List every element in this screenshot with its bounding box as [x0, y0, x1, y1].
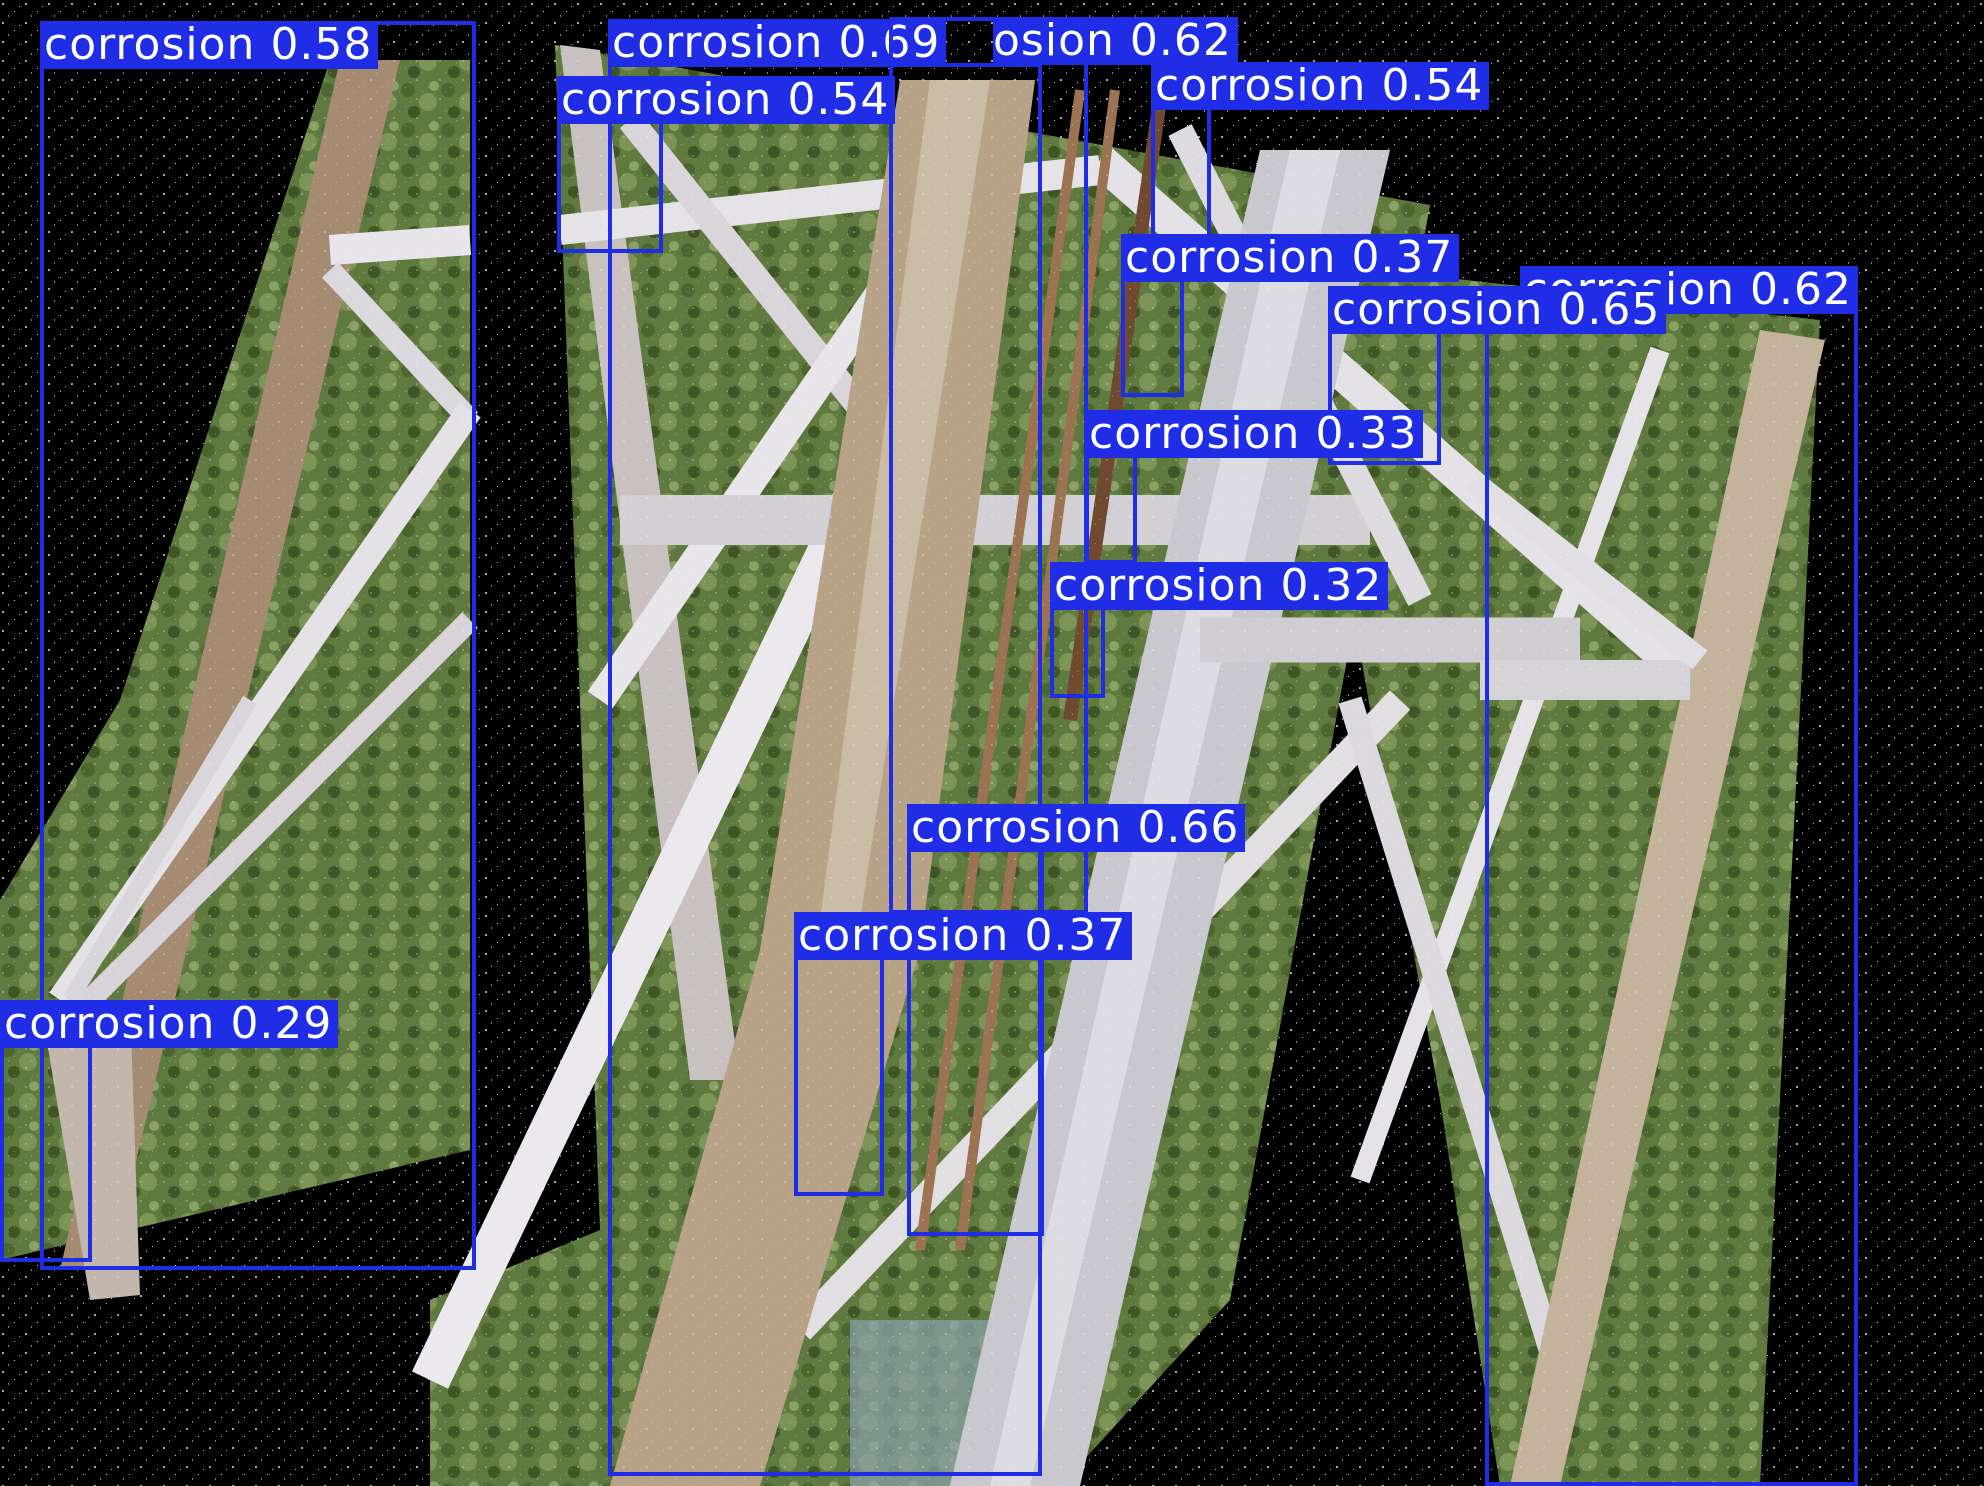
detection-label: corrosion 0.54	[1151, 62, 1490, 110]
detection-box: corrosion 0.58	[40, 21, 476, 1270]
detection-box: corrosion 0.32	[1050, 562, 1389, 698]
detection-box: corrosion 0.37	[794, 912, 1133, 1196]
detection-label: corrosion 0.54	[557, 76, 896, 124]
detection-box: corrosionosion 0.62	[889, 17, 1238, 914]
detection-box: corrosion 0.37	[1121, 234, 1460, 397]
detection-label: corrosionosion 0.62	[993, 17, 1238, 65]
detection-label: corrosion 0.58	[40, 21, 379, 69]
detection-box: corrosion 0.29	[0, 1000, 339, 1262]
detection-box: corrosion 0.54	[557, 76, 896, 253]
detection-label: corrosion 0.29	[0, 1000, 339, 1048]
detection-label: corrosion 0.66	[907, 804, 1246, 852]
detection-box: corrosion 0.62	[1485, 266, 1858, 1486]
detection-label: corrosion 0.33	[1085, 410, 1424, 458]
detection-box: corrosion 0.33	[1085, 410, 1424, 564]
detection-box: corrosion 0.65	[1328, 286, 1667, 465]
detection-label: corrosion 0.37	[794, 912, 1133, 960]
detection-label: corrosion 0.37	[1121, 234, 1460, 282]
detection-box: corrosion 0.54	[1151, 62, 1490, 241]
detection-label: corrosion 0.65	[1328, 286, 1667, 334]
detection-box: corrosion 0.66	[907, 804, 1246, 1236]
detection-label: corrosion 0.32	[1050, 562, 1389, 610]
